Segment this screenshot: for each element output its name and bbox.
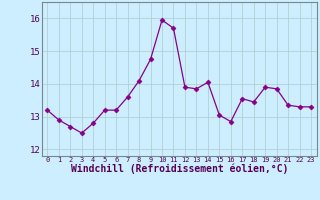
X-axis label: Windchill (Refroidissement éolien,°C): Windchill (Refroidissement éolien,°C) — [70, 163, 288, 174]
